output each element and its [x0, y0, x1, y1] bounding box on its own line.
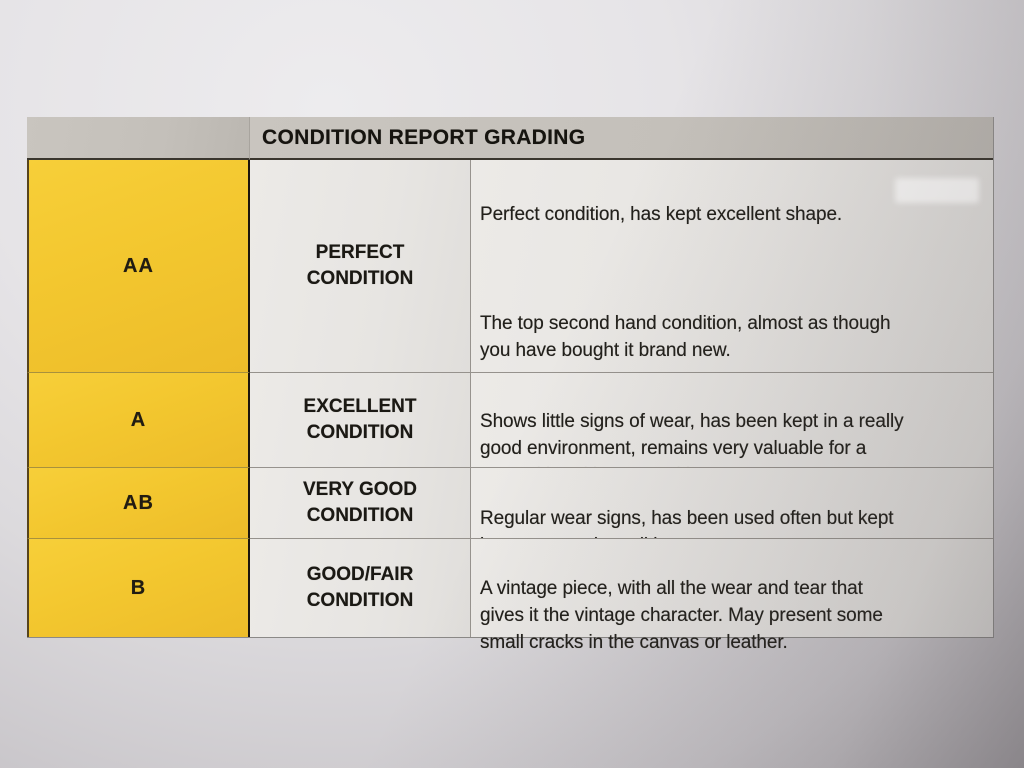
condition-label-perfect: PERFECT CONDITION — [250, 160, 470, 372]
grade-label: AB — [123, 491, 154, 514]
grade-cell-aa: AA — [27, 160, 250, 372]
grade-label: AA — [123, 254, 154, 277]
grade-cell-a: A — [27, 372, 250, 467]
table-title: CONDITION REPORT GRADING — [250, 117, 993, 160]
description-paragraph: Perfect condition, has kept excellent sh… — [480, 204, 843, 225]
grade-cell-b: B — [27, 538, 250, 637]
grade-label: B — [130, 576, 147, 599]
condition-label-very-good: VERY GOOD CONDITION — [250, 467, 470, 538]
table-title-text: CONDITION REPORT GRADING — [262, 125, 586, 149]
grade-cell-ab: AB — [27, 467, 250, 538]
grade-label: A — [130, 408, 147, 431]
condition-label-good-fair: GOOD/FAIR CONDITION — [250, 538, 470, 637]
header-empty-cell — [27, 117, 250, 160]
description-paragraph: The top second hand condition, almost as… — [480, 313, 891, 361]
condition-label-excellent: EXCELLENT CONDITION — [250, 372, 470, 467]
paper-whiteout-highlight — [895, 178, 979, 203]
description-paragraph: A vintage piece, with all the wear and t… — [480, 578, 883, 653]
description-cell-a: Shows little signs of wear, has been kep… — [470, 372, 993, 486]
description-cell-ab: Regular wear signs, has been used often … — [470, 467, 993, 556]
description-cell-b: A vintage piece, with all the wear and t… — [470, 538, 993, 653]
condition-grading-table: CONDITION REPORT GRADING AA PERFECT COND… — [27, 117, 994, 653]
